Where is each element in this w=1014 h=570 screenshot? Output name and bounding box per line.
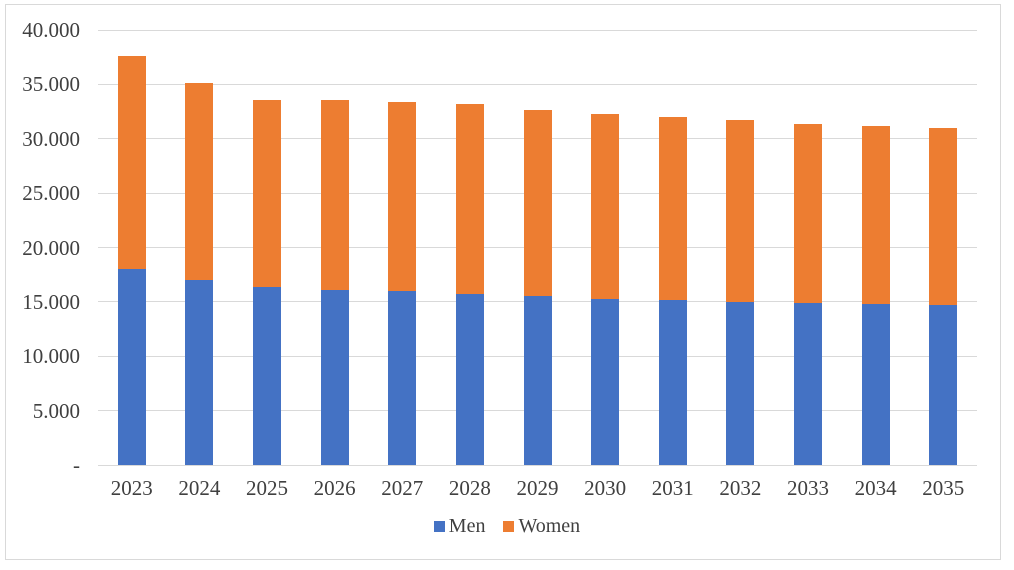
- x-tick-label: 2035: [922, 476, 965, 500]
- x-tick-label: 2025: [246, 476, 289, 500]
- bar-men-2025: [253, 286, 282, 465]
- y-tick-label: -: [73, 453, 80, 477]
- bar-men-2033: [793, 302, 822, 465]
- y-tick-label: 10.000: [22, 344, 80, 369]
- y-tick-label: 40.000: [22, 18, 80, 42]
- bar-men-2030: [591, 298, 620, 465]
- x-tick-label: 2030: [584, 476, 627, 500]
- bar-women-2032: [726, 120, 755, 302]
- x-tick-label: 2032: [719, 476, 762, 500]
- x-tick-label: 2024: [178, 476, 221, 500]
- bar-men-2024: [185, 280, 214, 465]
- plot-area: [98, 29, 977, 466]
- x-tick-label: 2027: [381, 476, 424, 500]
- bar-men-2035: [929, 305, 958, 465]
- bar-women-2023: [117, 56, 146, 270]
- bar-women-2026: [320, 99, 349, 290]
- y-tick-label: 15.000: [22, 289, 80, 314]
- gridline: [98, 29, 977, 31]
- bar-men-2028: [455, 294, 484, 465]
- bar-women-2025: [253, 99, 282, 287]
- bar-men-2027: [388, 291, 417, 465]
- y-tick-label: 25.000: [22, 181, 80, 206]
- x-tick-label: 2028: [448, 476, 491, 500]
- y-tick-label: 30.000: [22, 126, 80, 151]
- y-tick-label: 35.000: [22, 72, 80, 97]
- x-tick-label: 2023: [110, 476, 153, 500]
- x-tick-label: 2026: [313, 476, 356, 500]
- gridline: [98, 464, 977, 466]
- bar-women-2024: [185, 83, 214, 281]
- bar-women-2031: [658, 117, 687, 300]
- bar-women-2035: [929, 127, 958, 306]
- bar-men-2026: [320, 289, 349, 465]
- gridline: [98, 83, 977, 85]
- legend-item-men: Men: [433, 515, 486, 538]
- legend: Men Women: [0, 515, 1014, 538]
- bar-women-2034: [861, 125, 890, 305]
- x-tick-label: 2033: [786, 476, 829, 500]
- bar-men-2031: [658, 299, 687, 465]
- bar-women-2027: [388, 101, 417, 291]
- legend-swatch-men: [433, 521, 445, 532]
- y-tick-label: 5.000: [32, 398, 80, 423]
- x-tick-label: 2031: [651, 476, 694, 500]
- bar-men-2032: [726, 301, 755, 465]
- y-tick-label: 20.000: [22, 235, 80, 260]
- bar-women-2030: [591, 113, 620, 299]
- bar-women-2029: [523, 110, 552, 297]
- x-tick-label: 2034: [854, 476, 897, 500]
- legend-label-women: Women: [518, 515, 581, 537]
- legend-swatch-women: [503, 521, 515, 532]
- x-tick-label: 2029: [516, 476, 559, 500]
- bar-women-2033: [793, 123, 822, 303]
- legend-item-women: Women: [503, 515, 580, 538]
- bar-men-2023: [117, 269, 146, 465]
- bar-women-2028: [455, 103, 484, 295]
- legend-label-men: Men: [448, 515, 486, 537]
- bar-men-2029: [523, 296, 552, 465]
- bar-men-2034: [861, 304, 890, 465]
